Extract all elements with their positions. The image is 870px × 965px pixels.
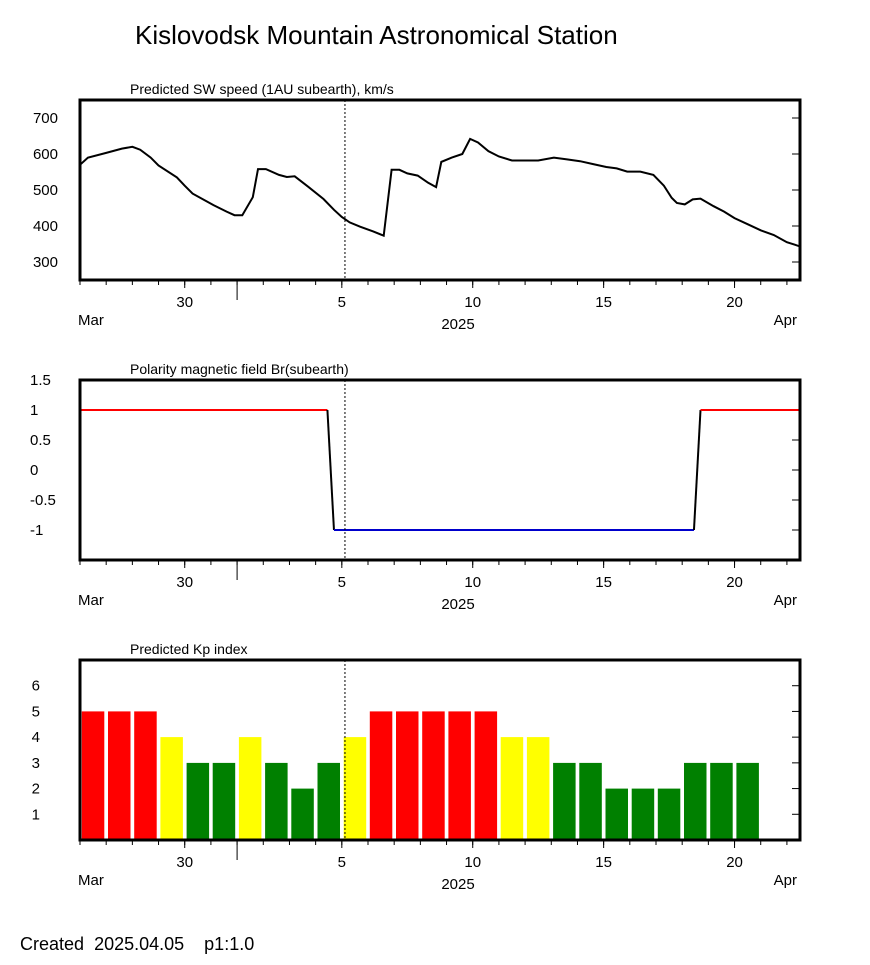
kp-bar xyxy=(526,737,550,840)
sw-x-tick-label: 5 xyxy=(338,294,346,311)
sw-frame xyxy=(78,98,802,282)
sw-x-label-right: Apr xyxy=(774,312,797,329)
sw-x-tick-label: 30 xyxy=(176,294,193,311)
kp-x-label-center: 2025 xyxy=(441,876,474,893)
sw-y-tick-label: 500 xyxy=(33,182,58,199)
kp-y-tick-label: 4 xyxy=(32,729,40,746)
kp-x-tick-label: 30 xyxy=(176,854,193,871)
kp-x-label-right: Apr xyxy=(774,872,797,889)
kp-y-tick-label: 3 xyxy=(32,755,40,772)
kp-x-tick-label: 10 xyxy=(464,854,481,871)
kp-frame xyxy=(78,658,802,842)
kp-bar xyxy=(710,762,733,840)
created-label: Created xyxy=(20,934,85,954)
kp-bar xyxy=(108,711,131,840)
kp-bar xyxy=(265,762,288,840)
kp-x-tick-label: 20 xyxy=(726,854,743,871)
polarity-y-tick-label: -1 xyxy=(30,522,43,539)
sw-y-tick-label: 700 xyxy=(33,110,58,127)
kp-x-label-left: Mar xyxy=(78,872,104,889)
kp-bar xyxy=(160,737,183,840)
kp-bar xyxy=(500,737,524,840)
kp-bar xyxy=(238,737,262,840)
kp-bar xyxy=(605,788,628,840)
sw-x-label-center: 2025 xyxy=(441,316,474,333)
polarity-x-label-center: 2025 xyxy=(441,596,474,613)
created-line: Created 2025.04.05 p1:1.0 xyxy=(20,934,254,955)
kp-bar xyxy=(212,762,236,840)
polarity-x-tick-label: 10 xyxy=(464,574,481,591)
kp-x-tick-label: 15 xyxy=(595,854,612,871)
kp-bar xyxy=(134,711,157,840)
polarity-frame xyxy=(78,378,802,562)
kp-bar xyxy=(186,762,210,840)
polarity-x-label-left: Mar xyxy=(78,592,104,609)
sw-title: Predicted SW speed (1AU subearth), km/s xyxy=(130,81,394,97)
kp-bar xyxy=(684,762,707,840)
polarity-x-tick-label: 30 xyxy=(176,574,193,591)
kp-bar xyxy=(422,711,445,840)
sw-x-tick-label: 10 xyxy=(464,294,481,311)
kp-y-tick-label: 5 xyxy=(32,703,40,720)
polarity-y-tick-label: -0.5 xyxy=(30,492,56,509)
created-date: 2025.04.05 xyxy=(94,934,185,954)
polarity-x-tick-label: 20 xyxy=(726,574,743,591)
sw-y-tick-label: 300 xyxy=(33,254,58,271)
polarity-y-tick-label: 1.5 xyxy=(30,372,51,389)
polarity-x-tick-label: 15 xyxy=(595,574,612,591)
kp-bar xyxy=(736,762,759,840)
sw-speed-line xyxy=(80,137,800,248)
polarity-transition-line xyxy=(692,409,702,531)
polarity-transition-line xyxy=(326,409,335,531)
kp-bar xyxy=(317,762,340,840)
kp-bar xyxy=(81,711,105,840)
page-title: Kislovodsk Mountain Astronomical Station xyxy=(135,20,618,50)
polarity-x-tick-label: 5 xyxy=(338,574,346,591)
kp-bar xyxy=(448,711,471,840)
page-ref: p1:1.0 xyxy=(204,934,255,954)
kp-bar xyxy=(631,788,655,840)
kp-x-tick-label: 5 xyxy=(338,854,346,871)
sw-x-tick-label: 20 xyxy=(726,294,743,311)
kp-bar xyxy=(369,711,393,840)
kp-bar xyxy=(291,788,314,840)
polarity-y-tick-label: 0 xyxy=(30,462,38,479)
sw-x-tick-label: 15 xyxy=(595,294,612,311)
polarity-y-tick-label: 0.5 xyxy=(30,432,51,449)
polarity-title: Polarity magnetic field Br(subearth) xyxy=(130,361,349,377)
kp-title: Predicted Kp index xyxy=(130,641,248,657)
kp-bar xyxy=(553,762,576,840)
kp-bar xyxy=(474,711,498,840)
kp-y-tick-label: 6 xyxy=(32,678,40,695)
sw-x-label-left: Mar xyxy=(78,312,104,329)
polarity-x-label-right: Apr xyxy=(774,592,797,609)
kp-bar xyxy=(579,762,602,840)
kp-y-tick-label: 2 xyxy=(32,781,40,798)
kp-bar xyxy=(657,788,681,840)
kp-y-tick-label: 1 xyxy=(32,806,40,823)
sw-y-tick-label: 600 xyxy=(33,146,58,163)
polarity-y-tick-label: 1 xyxy=(30,402,38,419)
kp-bar xyxy=(343,737,367,840)
sw-y-tick-label: 400 xyxy=(33,218,58,235)
kp-bar xyxy=(396,711,419,840)
